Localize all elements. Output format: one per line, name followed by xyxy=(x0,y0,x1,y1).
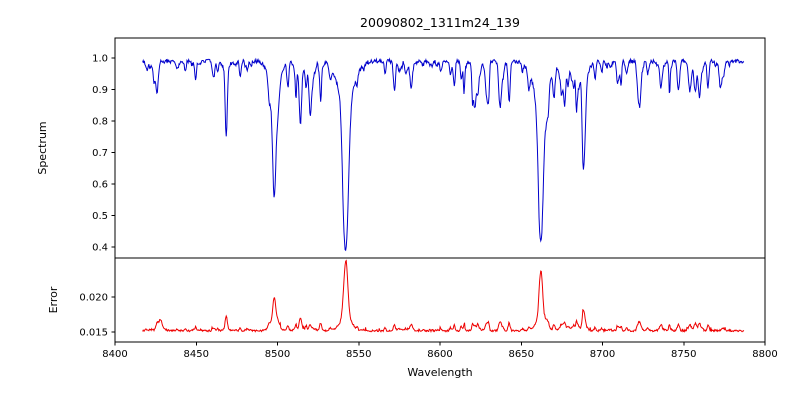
x-axis-label: Wavelength xyxy=(407,366,472,379)
spectrum-y-tick-label: 1.0 xyxy=(92,54,108,65)
plot-render-layer: 8400 8450 8500 8550 8600 8650 8700 8750 8800 1.0 0… xyxy=(79,37,778,360)
error-y-axis-label: Error xyxy=(47,286,60,313)
x-tick-label: 8400 xyxy=(102,349,127,360)
spectrum-y-tick-label: 0.9 xyxy=(92,85,108,96)
x-tick-label: 8600 xyxy=(427,349,452,360)
spectrum-y-axis-label: Spectrum xyxy=(36,121,49,174)
spectrum-y-tick-label: 0.6 xyxy=(92,179,108,190)
spectrum-series-path xyxy=(142,57,745,252)
x-tick-label: 8450 xyxy=(184,349,209,360)
error-series-path xyxy=(142,259,745,333)
x-tick-label: 8700 xyxy=(590,349,615,360)
spectrum-y-tick-label: 0.5 xyxy=(92,211,108,222)
spectrum-y-tick-label: 0.7 xyxy=(92,148,108,159)
spectrum-y-tick-label: 0.8 xyxy=(92,116,108,127)
x-tick-label: 8800 xyxy=(752,349,777,360)
error-y-tick-label: 0.020 xyxy=(79,293,108,304)
chart-title: 20090802_1311m24_139 xyxy=(360,15,520,30)
spectrum-y-tick-label: 0.4 xyxy=(92,242,108,253)
x-tick-label: 8500 xyxy=(265,349,290,360)
x-tick-label: 8550 xyxy=(346,349,371,360)
error-y-tick-label: 0.015 xyxy=(79,328,108,339)
x-tick-label: 8650 xyxy=(509,349,534,360)
x-tick-label: 8750 xyxy=(671,349,696,360)
